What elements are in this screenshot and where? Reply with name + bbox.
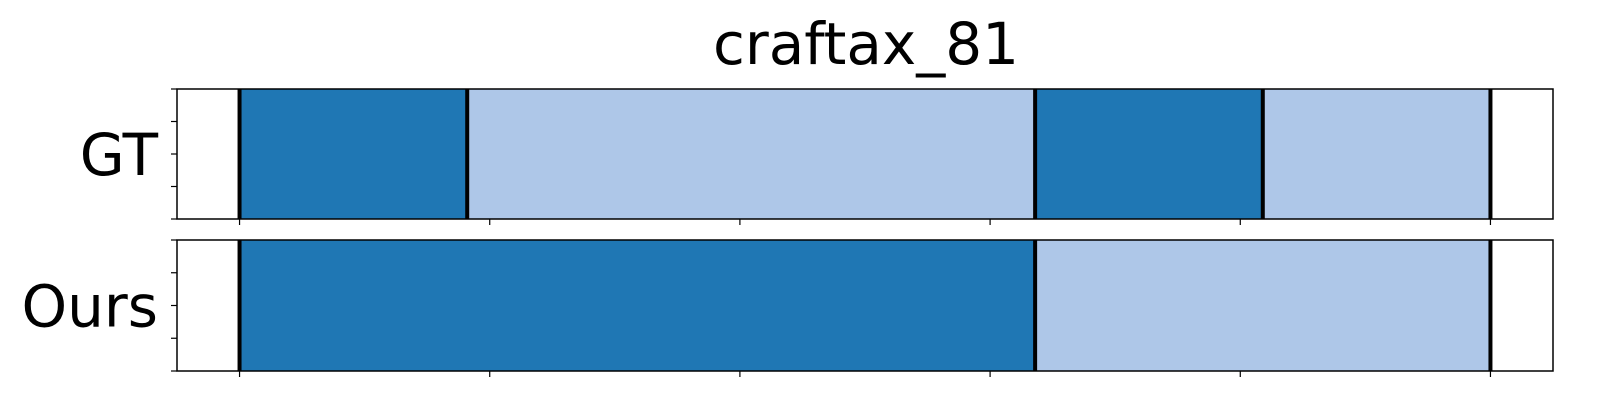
segment-gt-2 [1035,89,1263,219]
row-label-gt: GT [80,121,159,189]
chart-title: craftax_81 [713,10,1019,78]
segment-ours-0 [239,240,1036,371]
row-label-ours: Ours [22,273,158,341]
segment-gt-1 [467,89,1036,219]
row-gt: GT [80,88,1554,225]
segment-gt-3 [1262,89,1491,219]
segment-ours-1 [1035,240,1491,371]
rows-layer: GT Ours [22,88,1554,377]
row-ours: Ours [22,239,1554,377]
segment-gt-0 [239,89,468,219]
